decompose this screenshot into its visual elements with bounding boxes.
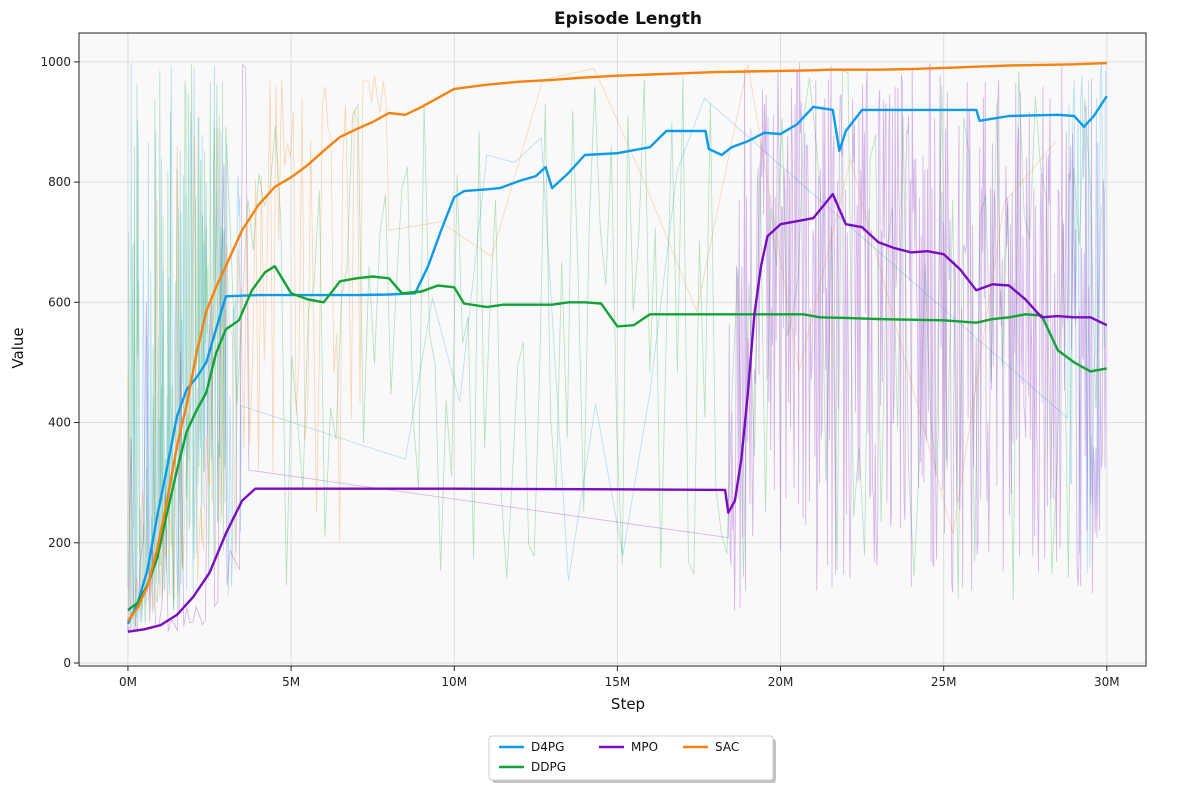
x-tick-label: 20M xyxy=(768,675,794,689)
x-axis-label: Step xyxy=(611,695,645,713)
y-tick-label: 0 xyxy=(63,656,71,670)
series-line-d4pg xyxy=(126,95,1108,625)
legend-label-mpo: MPO xyxy=(631,740,658,754)
x-tick-label: 25M xyxy=(931,675,957,689)
x-tick-label: 30M xyxy=(1094,675,1120,689)
series-line-sac xyxy=(126,61,1107,622)
y-axis-ticks: 0 200 400 600 800 1000 xyxy=(40,55,79,670)
plot-frame xyxy=(78,32,1147,667)
legend-label-d4pg: D4PG xyxy=(531,740,564,754)
raw-trace-mpo xyxy=(127,62,1107,633)
x-tick-label: 5M xyxy=(282,675,300,689)
legend: D4PG DDPG MPO SAC xyxy=(488,735,776,783)
x-tick-label: 10M xyxy=(441,675,467,689)
raw-trace-sac xyxy=(127,64,1056,629)
legend-label-ddpg: DDPG xyxy=(531,760,566,774)
smoothed-series-lines xyxy=(126,61,1108,633)
chart-title: Episode Length xyxy=(554,9,702,29)
y-tick-label: 400 xyxy=(48,416,71,430)
x-axis-ticks: 0M 5M 10M 15M 20M 25M 30M xyxy=(119,666,1120,689)
x-tick-label: 15M xyxy=(605,675,631,689)
y-tick-label: 600 xyxy=(48,295,71,309)
grid-lines xyxy=(79,33,1146,666)
legend-label-sac: SAC xyxy=(715,740,739,754)
y-tick-label: 800 xyxy=(48,175,71,189)
y-tick-label: 1000 xyxy=(40,55,71,69)
x-tick-label: 0M xyxy=(119,675,137,689)
series-line-mpo xyxy=(127,192,1108,633)
series-line-ddpg xyxy=(127,265,1108,612)
y-axis-label: Value xyxy=(9,327,27,368)
plot-area xyxy=(79,33,1146,666)
raw-trace-d4pg xyxy=(127,62,1106,632)
y-tick-label: 200 xyxy=(48,536,71,550)
